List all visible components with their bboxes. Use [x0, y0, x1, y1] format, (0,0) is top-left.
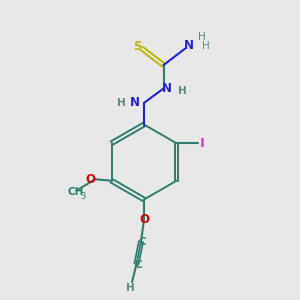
Text: H: H [178, 86, 187, 96]
Text: O: O [139, 213, 149, 226]
Text: H: H [117, 98, 126, 108]
Text: O: O [85, 173, 95, 186]
Text: N: N [162, 82, 172, 95]
Text: I: I [200, 137, 205, 150]
Text: CH: CH [68, 187, 84, 197]
Text: N: N [184, 39, 194, 52]
Text: H: H [126, 283, 135, 293]
Text: S: S [134, 40, 142, 53]
Text: H: H [202, 40, 210, 51]
Text: N: N [129, 96, 140, 110]
Text: C: C [134, 260, 142, 270]
Text: C: C [139, 237, 146, 247]
Text: H: H [198, 32, 206, 42]
Text: 3: 3 [80, 192, 86, 201]
